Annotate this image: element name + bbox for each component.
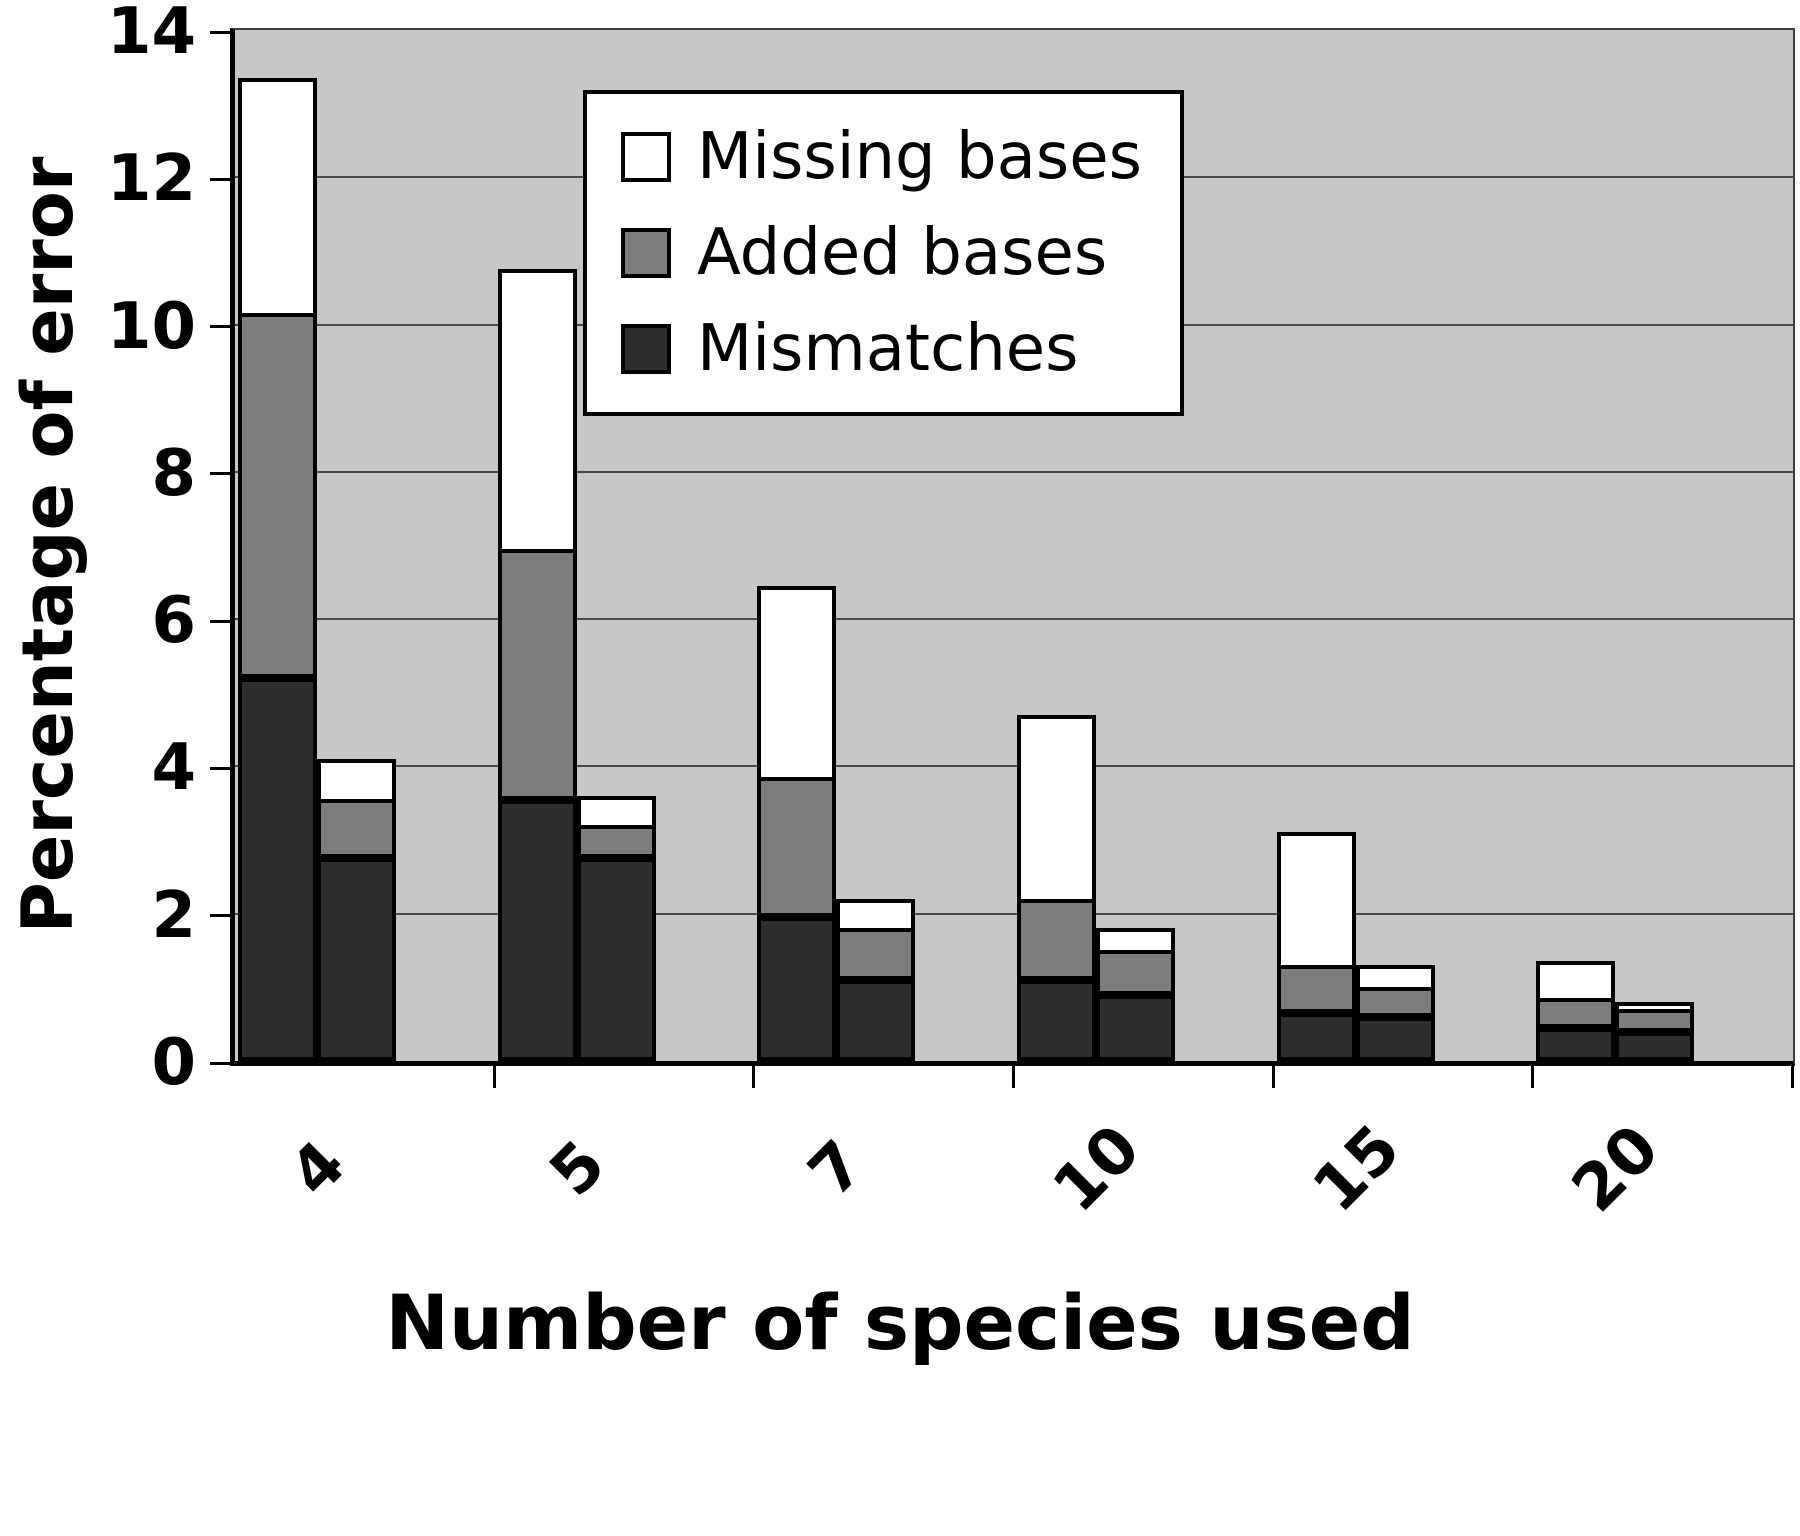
y-tick-mark	[210, 619, 230, 623]
y-tick-label: 2	[151, 878, 196, 953]
legend-label: Missing bases	[697, 120, 1142, 194]
bar-segment-mismatches	[238, 678, 317, 1061]
bar-segment-missing-bases	[1536, 961, 1616, 1003]
y-tick-mark	[210, 30, 230, 34]
bar-segment-missing-bases	[1355, 964, 1435, 992]
bar-segment-added-bases	[576, 825, 656, 859]
bar-segment-mismatches	[317, 858, 396, 1061]
bar-segment-missing-bases	[238, 77, 317, 318]
bar-segment-missing-bases	[1276, 832, 1356, 969]
bar-segment-mismatches	[576, 858, 656, 1061]
y-tick-label: 8	[151, 436, 196, 511]
bar-segment-added-bases	[497, 548, 577, 800]
y-tick-label: 0	[151, 1026, 196, 1100]
bar-segment-missing-bases	[1096, 928, 1175, 955]
bar-segment-mismatches	[757, 917, 837, 1061]
x-tick-label: 20	[1558, 1111, 1674, 1227]
x-tick-label: 4	[276, 1127, 360, 1211]
gridline-8	[235, 470, 1793, 473]
x-tick-mark	[1271, 1066, 1275, 1088]
y-tick-label: 12	[106, 142, 196, 217]
bar-segment-added-bases	[757, 777, 837, 918]
x-tick-mark	[1012, 1066, 1015, 1088]
bar-segment-mismatches	[1615, 1031, 1695, 1061]
bar-segment-missing-bases	[1017, 714, 1096, 903]
gridline-4	[235, 765, 1793, 768]
bar-segment-mismatches	[836, 980, 916, 1061]
y-tick-label: 6	[151, 584, 196, 659]
gridline-2	[235, 912, 1793, 915]
x-tick-mark	[1791, 1066, 1794, 1088]
x-tick-label: 5	[535, 1127, 620, 1211]
legend-label: Added bases	[697, 216, 1108, 290]
bar-segment-added-bases	[1017, 898, 1096, 980]
y-tick-mark	[210, 472, 230, 476]
plot-area: Missing bases Added bases Mismatches	[230, 28, 1795, 1066]
x-tick-label: 15	[1299, 1111, 1415, 1227]
bar-segment-missing-bases	[317, 758, 396, 804]
x-tick-label: 10	[1039, 1111, 1155, 1227]
bar-segment-mismatches	[1276, 1013, 1356, 1061]
bar-segment-added-bases	[238, 313, 317, 679]
legend-swatch-added-bases	[621, 228, 671, 278]
bar-segment-added-bases	[1276, 964, 1356, 1014]
y-tick-label: 4	[151, 731, 196, 806]
legend-entry-mismatches: Mismatches	[621, 312, 1142, 386]
bar-segment-added-bases	[836, 928, 916, 980]
bar-segment-missing-bases	[757, 585, 837, 782]
x-tick-mark	[492, 1066, 496, 1088]
y-tick-label: 14	[106, 0, 196, 69]
y-tick-mark	[210, 766, 230, 770]
y-axis-title: Percentage of error	[7, 156, 89, 934]
y-tick-mark	[210, 1061, 230, 1065]
x-tick-label: 7	[795, 1127, 880, 1211]
bar-segment-mismatches	[1355, 1016, 1435, 1061]
y-tick-label: 10	[106, 289, 196, 364]
gridline-6	[235, 618, 1793, 621]
bar-segment-mismatches	[497, 799, 577, 1061]
y-tick-mark	[210, 177, 230, 181]
bar-segment-added-bases	[1536, 998, 1616, 1028]
bar-segment-missing-bases	[1615, 1001, 1695, 1014]
bar-segment-missing-bases	[576, 795, 656, 830]
bar-segment-added-bases	[317, 799, 396, 859]
bar-segment-mismatches	[1536, 1027, 1616, 1061]
legend-swatch-missing-bases	[621, 132, 671, 182]
legend-label: Mismatches	[697, 312, 1079, 386]
x-tick-mark	[1531, 1066, 1535, 1088]
y-tick-mark	[210, 325, 230, 329]
bar-segment-added-bases	[1096, 950, 1175, 995]
legend-swatch-mismatches	[621, 324, 671, 374]
bar-segment-mismatches	[1096, 994, 1175, 1061]
legend-entry-added-bases: Added bases	[621, 216, 1142, 290]
bar-segment-added-bases	[1355, 987, 1435, 1017]
bar-segment-missing-bases	[497, 269, 577, 553]
x-axis-title: Number of species used	[385, 1278, 1415, 1367]
bar-segment-missing-bases	[836, 898, 916, 933]
bar-segment-mismatches	[1017, 980, 1096, 1061]
y-tick-mark	[210, 914, 230, 918]
legend-entry-missing-bases: Missing bases	[621, 120, 1142, 194]
legend: Missing bases Added bases Mismatches	[583, 90, 1184, 416]
x-tick-mark	[752, 1066, 756, 1088]
